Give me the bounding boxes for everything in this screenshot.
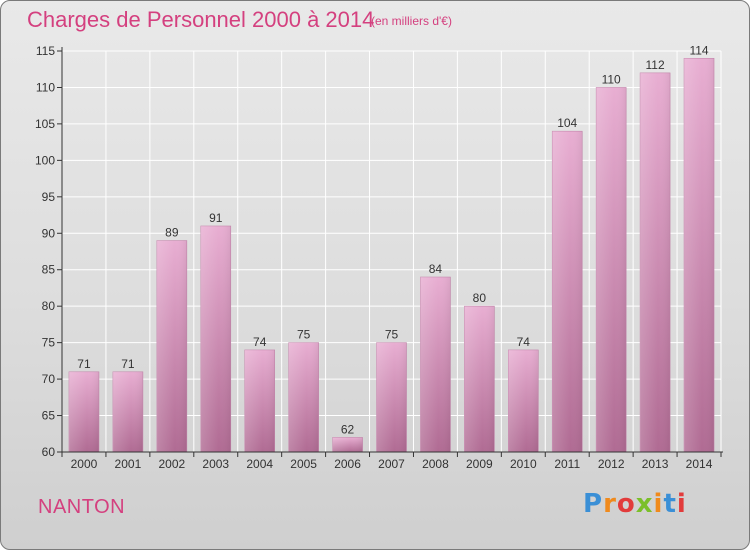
bar-highlight	[156, 240, 187, 452]
y-tick-label: 70	[42, 372, 56, 386]
y-tick-label: 95	[42, 190, 56, 204]
bar-highlight	[288, 342, 319, 452]
bar-highlight	[200, 225, 231, 452]
data-label: 80	[473, 291, 487, 305]
y-tick-label: 75	[42, 336, 56, 350]
x-tick-label: 2000	[71, 457, 98, 471]
y-tick-label: 90	[42, 226, 56, 240]
bar-highlight	[596, 87, 627, 453]
x-tick-label: 2014	[686, 457, 713, 471]
x-tick-label: 2001	[115, 457, 142, 471]
y-tick-label: 80	[42, 299, 56, 313]
y-tick-label: 115	[36, 44, 55, 58]
x-tick-label: 2007	[378, 457, 405, 471]
x-tick-label: 2005	[290, 457, 317, 471]
data-label: 114	[689, 43, 708, 57]
y-tick-label: 60	[42, 445, 56, 459]
data-label: 74	[517, 335, 531, 349]
bar-highlight	[420, 277, 451, 452]
y-tick-label: 105	[35, 117, 55, 131]
bar-highlight	[464, 306, 495, 452]
axes: 60 65 70 75 80 85 90 95 100 105 110 115 2000 2001 2002…	[35, 44, 723, 471]
data-label: 89	[165, 226, 179, 240]
bar-highlight	[508, 349, 539, 452]
bars	[68, 57, 715, 453]
bar-highlight	[68, 371, 99, 452]
proxiti-logo: Proxiti	[583, 489, 687, 519]
y-tick-label: 100	[35, 153, 55, 167]
x-tick-label: 2013	[642, 457, 669, 471]
data-label: 71	[121, 357, 135, 371]
data-label: 112	[646, 58, 665, 72]
data-label: 74	[253, 335, 267, 349]
x-tick-label: 2011	[554, 457, 580, 471]
data-labels: 71 71 89 91 74 75 62 75 84 80 74 104 110 112 114	[77, 43, 709, 436]
bar-highlight	[244, 349, 275, 452]
bar-highlight	[640, 72, 671, 452]
x-tick-label: 2003	[202, 457, 229, 471]
data-label: 62	[341, 422, 355, 436]
x-tick-label: 2012	[598, 457, 625, 471]
x-tick-label: 2010	[510, 457, 537, 471]
x-tick-label: 2008	[422, 457, 449, 471]
data-label: 104	[557, 116, 577, 130]
chart-subtitle: (en milliers d'€)	[371, 14, 452, 28]
data-label: 91	[209, 211, 223, 225]
bar-highlight	[112, 371, 143, 452]
x-tick-label: 2006	[334, 457, 361, 471]
commune-name: NANTON	[38, 496, 126, 518]
bar-highlight	[552, 131, 583, 452]
data-label: 71	[77, 357, 91, 371]
data-label: 75	[297, 328, 311, 342]
y-tick-label: 85	[42, 263, 56, 277]
data-label: 84	[429, 262, 443, 276]
x-tick-label: 2009	[466, 457, 493, 471]
bar-highlight	[376, 342, 407, 452]
data-label: 75	[385, 328, 399, 342]
y-tick-label: 65	[42, 409, 56, 423]
bar-highlight	[332, 437, 363, 452]
x-tick-label: 2002	[158, 457, 185, 471]
chart-title: Charges de Personnel 2000 à 2014	[27, 7, 375, 32]
data-label: 110	[602, 72, 621, 86]
y-tick-label: 110	[36, 80, 55, 94]
x-tick-label: 2004	[246, 457, 273, 471]
bar-highlight	[684, 58, 715, 453]
